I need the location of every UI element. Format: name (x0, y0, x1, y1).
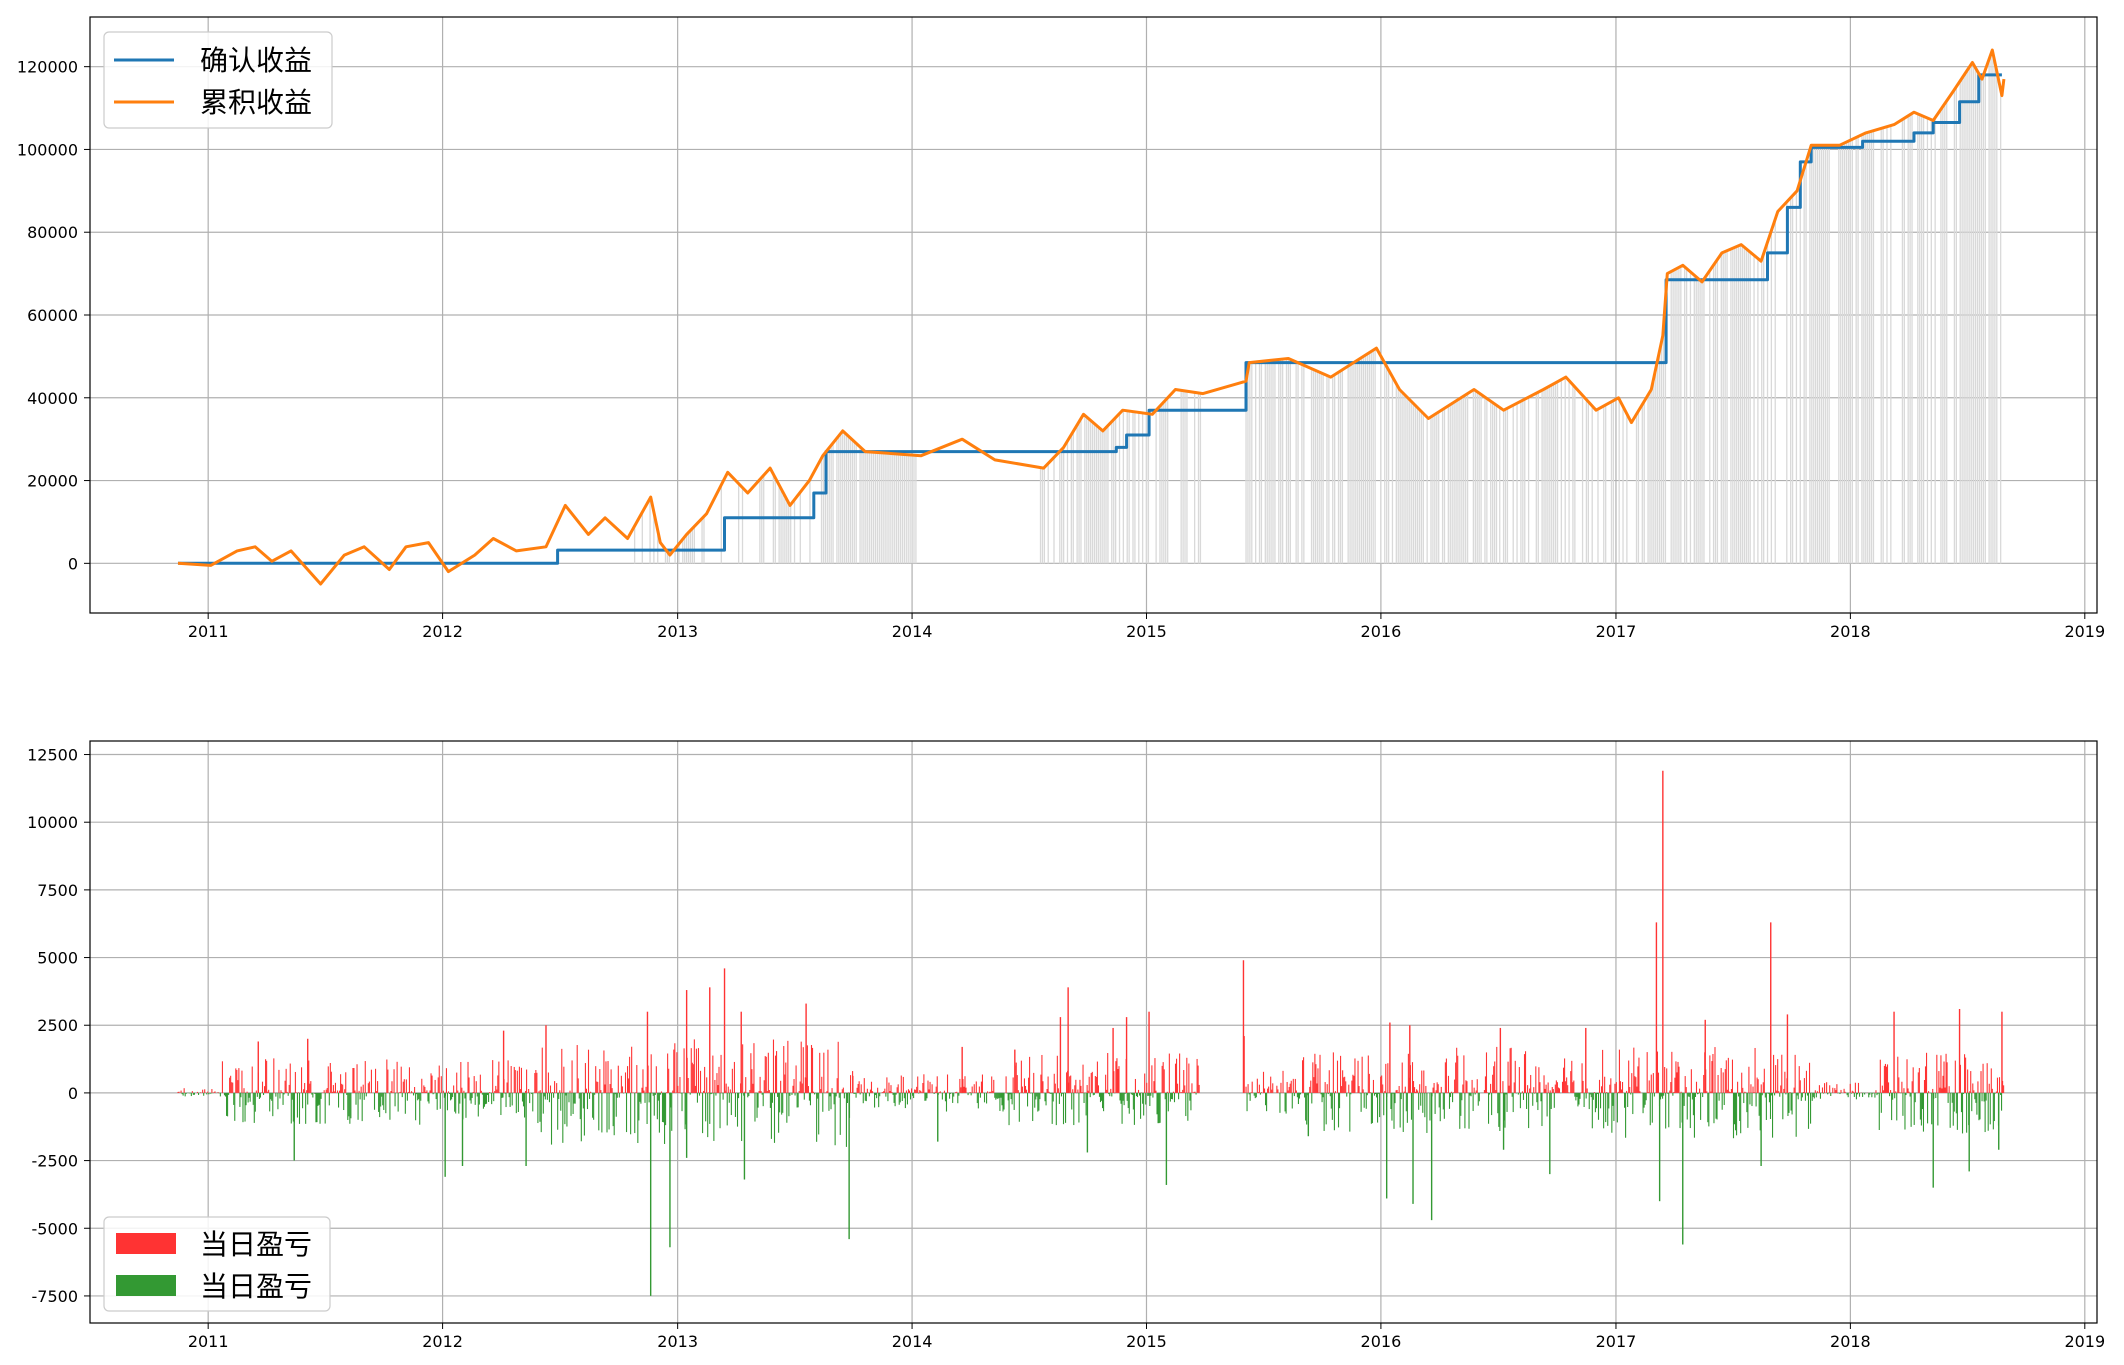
legend-swatch (116, 1233, 176, 1254)
y-tick-label: 120000 (17, 58, 78, 77)
legend-label: 当日盈亏 (200, 1270, 312, 1303)
x-tick-label: 2012 (422, 1332, 463, 1351)
x-tick-label: 2016 (1361, 1332, 1402, 1351)
daily-bars (177, 1039, 2005, 1147)
axes-frame (89, 740, 2098, 1324)
x-tick-label: 2019 (2064, 622, 2105, 641)
y-tick-label: 80000 (27, 223, 78, 242)
y-tick-label: 10000 (27, 813, 78, 832)
axes-frame (89, 16, 2098, 614)
legend-label: 确认收益 (200, 44, 312, 77)
legend-label: 累积收益 (200, 86, 312, 119)
loss-spikes (293, 1092, 2000, 1296)
x-tick-label: 2018 (1830, 1332, 1871, 1351)
x-tick-label: 2018 (1830, 622, 1871, 641)
cumulative-return-line (177, 48, 2006, 586)
x-tick-label: 2017 (1596, 622, 1637, 641)
y-tick-label: 0 (68, 554, 78, 573)
gain-spikes (257, 770, 2003, 1093)
x-tick-label: 2014 (892, 1332, 933, 1351)
y-tick-label: 5000 (37, 949, 78, 968)
x-tick-label: 2019 (2064, 1332, 2105, 1351)
x-tick-label: 2016 (1361, 622, 1402, 641)
axes-1: 2011 2012 2013 2014 2015 2016 2017 2018 2019 0 200… (17, 16, 2105, 641)
x-tick-label: 2014 (892, 622, 933, 641)
y-tick-label: 40000 (27, 389, 78, 408)
x-tick-label: 2015 (1126, 1332, 1167, 1351)
x-tick-label: 2012 (422, 622, 463, 641)
legend-box (103, 31, 333, 129)
confirmed-return-line (178, 73, 2002, 565)
legend-label: 当日盈亏 (200, 1228, 312, 1261)
y-tick-label: 100000 (17, 140, 78, 159)
axes-2: 2011 2012 2013 2014 2015 2016 2017 2018 2019 -750… (27, 740, 2105, 1351)
y-tick-label: -2500 (32, 1152, 79, 1171)
x-tick-label: 2011 (188, 622, 229, 641)
y-tick-label: 12500 (27, 746, 78, 765)
legend-swatch (116, 1275, 176, 1296)
y-tick-label: -5000 (32, 1219, 79, 1238)
x-tick-label: 2013 (657, 622, 698, 641)
x-tick-label: 2017 (1596, 1332, 1637, 1351)
x-tick-label: 2011 (188, 1332, 229, 1351)
y-tick-label: 2500 (37, 1016, 78, 1035)
x-tick-label: 2015 (1126, 622, 1167, 641)
y-tick-label: 0 (68, 1084, 78, 1103)
y-tick-label: 20000 (27, 472, 78, 491)
y-tick-label: -7500 (32, 1287, 79, 1306)
y-tick-label: 7500 (37, 881, 78, 900)
y-tick-label: 60000 (27, 306, 78, 325)
x-tick-label: 2013 (657, 1332, 698, 1351)
holding-bars (633, 53, 2002, 564)
